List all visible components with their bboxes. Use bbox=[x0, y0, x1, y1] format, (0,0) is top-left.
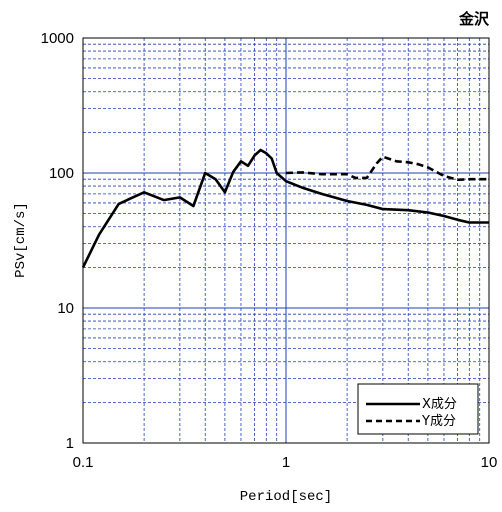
legend-box bbox=[357, 383, 479, 435]
series-layer bbox=[81, 148, 489, 268]
y-axis-label: PSv[cm/s] bbox=[13, 202, 29, 278]
x-axis-label: Period[sec] bbox=[240, 489, 332, 505]
x-tick-label: 0.1 bbox=[73, 454, 94, 471]
y-tick-label: 1 bbox=[66, 435, 74, 452]
y-tick-label: 100 bbox=[49, 165, 74, 182]
x-tick-label: 10 bbox=[481, 454, 498, 471]
tick-labels: 0.1 1 10 1 10 100 1000 bbox=[41, 30, 498, 471]
y-tick-label: 1000 bbox=[41, 30, 74, 47]
y-tick-label: 10 bbox=[57, 300, 74, 317]
grid-lines bbox=[83, 38, 489, 443]
plot-frame bbox=[82, 37, 490, 444]
legend-label-x: X成分 bbox=[422, 397, 457, 412]
legend-label-y: Y成分 bbox=[421, 414, 456, 429]
x-tick-label: 1 bbox=[282, 454, 290, 471]
legend: X成分 Y成分 bbox=[357, 383, 479, 435]
series-line-x bbox=[81, 148, 489, 268]
series-line-y bbox=[285, 155, 489, 182]
chart-title: 金沢 bbox=[458, 10, 490, 28]
